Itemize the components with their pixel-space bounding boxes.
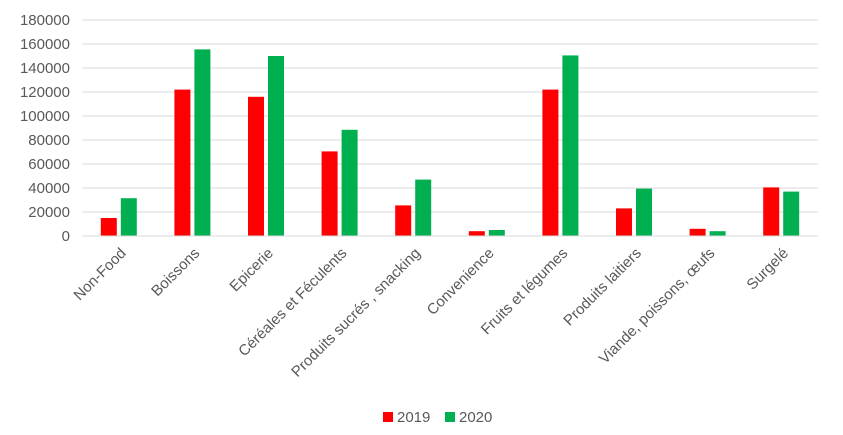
bar-2020-5 — [488, 230, 505, 236]
x-category-label: Produits laitiers — [560, 245, 645, 330]
bar-2019-1 — [174, 89, 191, 236]
y-tick-label: 80000 — [28, 132, 70, 149]
bar-2019-2 — [248, 96, 264, 236]
bar-2019-5 — [468, 231, 485, 236]
y-tick-label: 180000 — [20, 12, 70, 29]
legend-swatch-2020 — [445, 412, 455, 422]
legend: 2019 2020 — [383, 409, 492, 426]
gridlines — [82, 19, 818, 213]
bar-2019-6 — [542, 89, 559, 236]
bar-2020-7 — [636, 188, 652, 236]
bar-2019-7 — [616, 208, 632, 236]
bar-2020-6 — [562, 55, 579, 237]
bar-2020-9 — [783, 191, 800, 236]
y-tick-label: 60000 — [28, 156, 70, 173]
y-tick-label: 160000 — [20, 36, 70, 53]
bar-2020-2 — [268, 56, 284, 236]
bars — [100, 49, 800, 237]
bar-2019-8 — [689, 228, 706, 236]
y-tick-label: 0 — [62, 228, 70, 245]
bar-2019-4 — [395, 205, 412, 236]
y-tick-label: 40000 — [28, 180, 70, 197]
bar-2020-8 — [709, 231, 726, 236]
x-category-label: Epicerie — [226, 245, 276, 295]
x-category-label: Boissons — [148, 245, 203, 300]
y-tick-label: 20000 — [28, 204, 70, 221]
x-category-label: Convenience — [424, 245, 498, 319]
x-category-label: Surgelé — [743, 245, 792, 294]
bar-2019-9 — [763, 187, 780, 236]
bar-2019-3 — [321, 151, 338, 236]
x-category-label: Non-Food — [70, 245, 129, 304]
x-category-label: Produits sucrés , snacking — [288, 245, 424, 381]
legend-label: 2019 — [397, 409, 430, 426]
bar-2020-0 — [120, 198, 137, 236]
y-tick-label: 140000 — [20, 60, 70, 77]
legend-swatch-2019 — [383, 412, 393, 422]
y-axis-tick-labels: 0 20000 40000 60000 80000 100000 120000 140000 1… — [20, 12, 70, 245]
bar-2020-3 — [341, 129, 358, 236]
bar-2020-1 — [194, 49, 211, 237]
bar-2019-0 — [100, 218, 117, 236]
y-tick-label: 100000 — [20, 108, 70, 125]
y-tick-label: 120000 — [20, 84, 70, 101]
legend-label: 2020 — [459, 409, 492, 426]
bar-2020-4 — [415, 179, 432, 236]
